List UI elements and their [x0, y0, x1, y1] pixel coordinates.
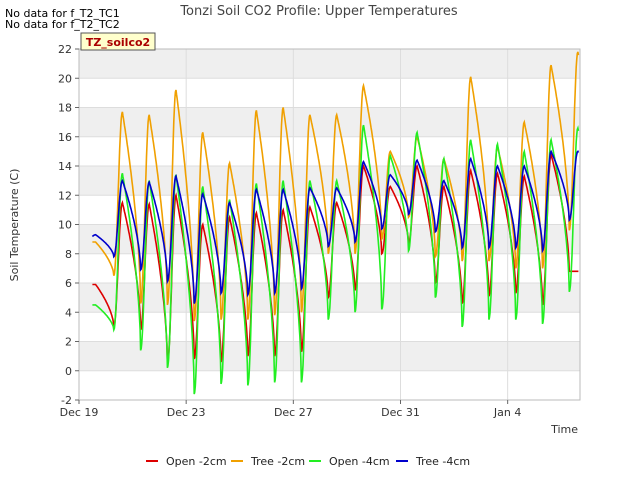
x-axis-label: Time — [550, 423, 578, 436]
no-data-note-2: No data for f_T2_TC2 — [5, 18, 120, 31]
plot-band — [79, 341, 580, 371]
series-line-tree-4cm — [91, 149, 580, 304]
legend: Open -2cm Tree -2cm Open -4cm Tree -4cm — [146, 455, 470, 468]
y-tick-label: 8 — [65, 248, 72, 261]
chart-title: Tonzi Soil CO2 Profile: Upper Temperatur… — [179, 4, 458, 19]
y-tick-label: 10 — [58, 219, 72, 232]
plot-band — [79, 253, 580, 283]
y-tick-label: 12 — [58, 189, 72, 202]
series-layer — [91, 51, 580, 395]
y-tick-label: 16 — [58, 131, 72, 144]
y-tick-label: 18 — [58, 102, 72, 115]
plot-band — [79, 107, 580, 137]
x-tick-label: Dec 27 — [274, 406, 313, 419]
x-tick-label: Jan 4 — [493, 406, 521, 419]
x-tick-label: Dec 19 — [60, 406, 99, 419]
y-tick-label: 4 — [65, 306, 72, 319]
y-tick-label: 2 — [65, 336, 72, 349]
y-tick-label: 14 — [58, 160, 72, 173]
legend-entry: Open -2cm — [166, 455, 227, 468]
x-tick-label: Dec 31 — [381, 406, 420, 419]
badge: TZ_soilco2 — [80, 32, 156, 51]
x-tick-label: Dec 23 — [167, 406, 206, 419]
no-data-note-1: No data for f_T2_TC1 — [5, 7, 120, 20]
badge-label: TZ_soilco2 — [86, 36, 150, 49]
plot-band — [79, 78, 580, 108]
grid-lines — [78, 48, 580, 401]
legend-entry: Open -4cm — [329, 455, 390, 468]
x-axis-ticks: Dec 19 Dec 23 Dec 27 Dec 31 Jan 4 — [60, 400, 521, 419]
legend-entry: Tree -4cm — [415, 455, 470, 468]
y-axis-ticks: -2 0 2 4 6 8 10 12 14 16 18 20 22 — [58, 43, 79, 407]
y-tick-label: 20 — [58, 72, 72, 85]
y-tick-label: 22 — [58, 43, 72, 56]
y-tick-label: -2 — [61, 394, 72, 407]
y-tick-label: 0 — [65, 365, 72, 378]
plot-band — [79, 49, 580, 79]
y-tick-label: 6 — [65, 277, 72, 290]
legend-entry: Tree -2cm — [250, 455, 305, 468]
plot-band — [79, 370, 580, 400]
y-axis-label: Soil Temperature (C) — [8, 169, 21, 282]
